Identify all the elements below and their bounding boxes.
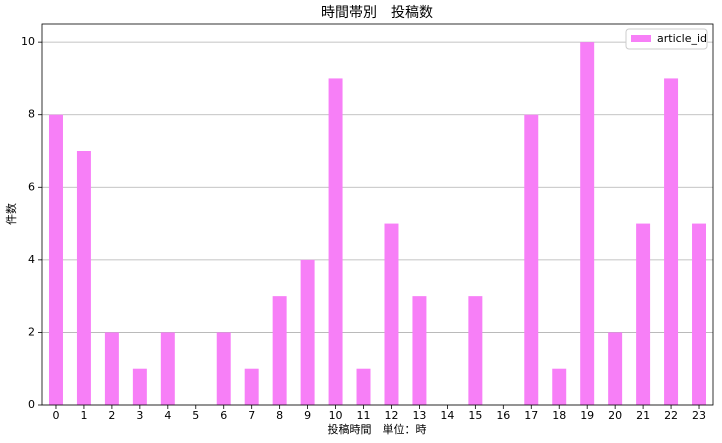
bar [468,296,483,405]
x-tick-label: 8 [276,409,283,422]
plot-frame [41,23,714,406]
y-tick-label: 2 [28,325,35,338]
chart-title: 時間帯別 投稿数 [321,5,433,21]
bar [132,368,147,405]
x-tick-label: 3 [136,409,143,422]
x-tick-label: 10 [329,409,343,422]
x-tick-label: 17 [524,409,538,422]
x-tick-label: 14 [440,409,454,422]
bar [412,296,427,405]
x-tick-label: 21 [636,409,650,422]
bar [608,332,623,405]
x-tick-label: 6 [220,409,227,422]
x-tick-label: 15 [468,409,482,422]
bar [104,332,119,405]
bar [636,223,651,405]
bar [48,114,63,405]
legend-swatch [631,35,651,42]
y-tick-label: 8 [28,108,35,121]
bar [244,368,259,405]
x-tick-label: 16 [496,409,510,422]
x-tick-label: 1 [80,409,87,422]
bar [328,78,343,405]
bar [76,151,91,405]
legend-label: article_id [657,32,707,45]
x-tick-label: 0 [52,409,59,422]
x-tick-label: 13 [412,409,426,422]
x-tick-label: 5 [192,409,199,422]
y-tick-label: 6 [28,180,35,193]
bar [272,296,287,405]
bar [580,42,595,406]
y-tick-label: 0 [28,398,35,411]
bar [216,332,231,405]
y-tick-label: 4 [28,253,35,266]
x-tick-label: 22 [664,409,678,422]
bar [664,78,679,405]
x-tick-label: 18 [552,409,566,422]
bar [524,114,539,405]
y-axis-label: 件数 [5,203,18,225]
bar [692,223,707,405]
y-tick-label: 10 [21,35,35,48]
x-tick-label: 23 [692,409,706,422]
x-axis-label: 投稿時間 単位：時 [328,422,427,436]
bar [552,368,567,405]
bar [160,332,175,405]
bar [356,368,371,405]
x-tick-label: 11 [357,409,371,422]
x-tick-label: 2 [108,409,115,422]
x-tick-label: 7 [248,409,255,422]
bar [384,223,399,405]
x-tick-label: 4 [164,409,171,422]
x-tick-label: 9 [304,409,311,422]
x-tick-label: 19 [580,409,594,422]
x-tick-label: 12 [384,409,398,422]
legend-box [625,28,708,50]
bar [300,259,315,405]
x-tick-label: 20 [608,409,622,422]
